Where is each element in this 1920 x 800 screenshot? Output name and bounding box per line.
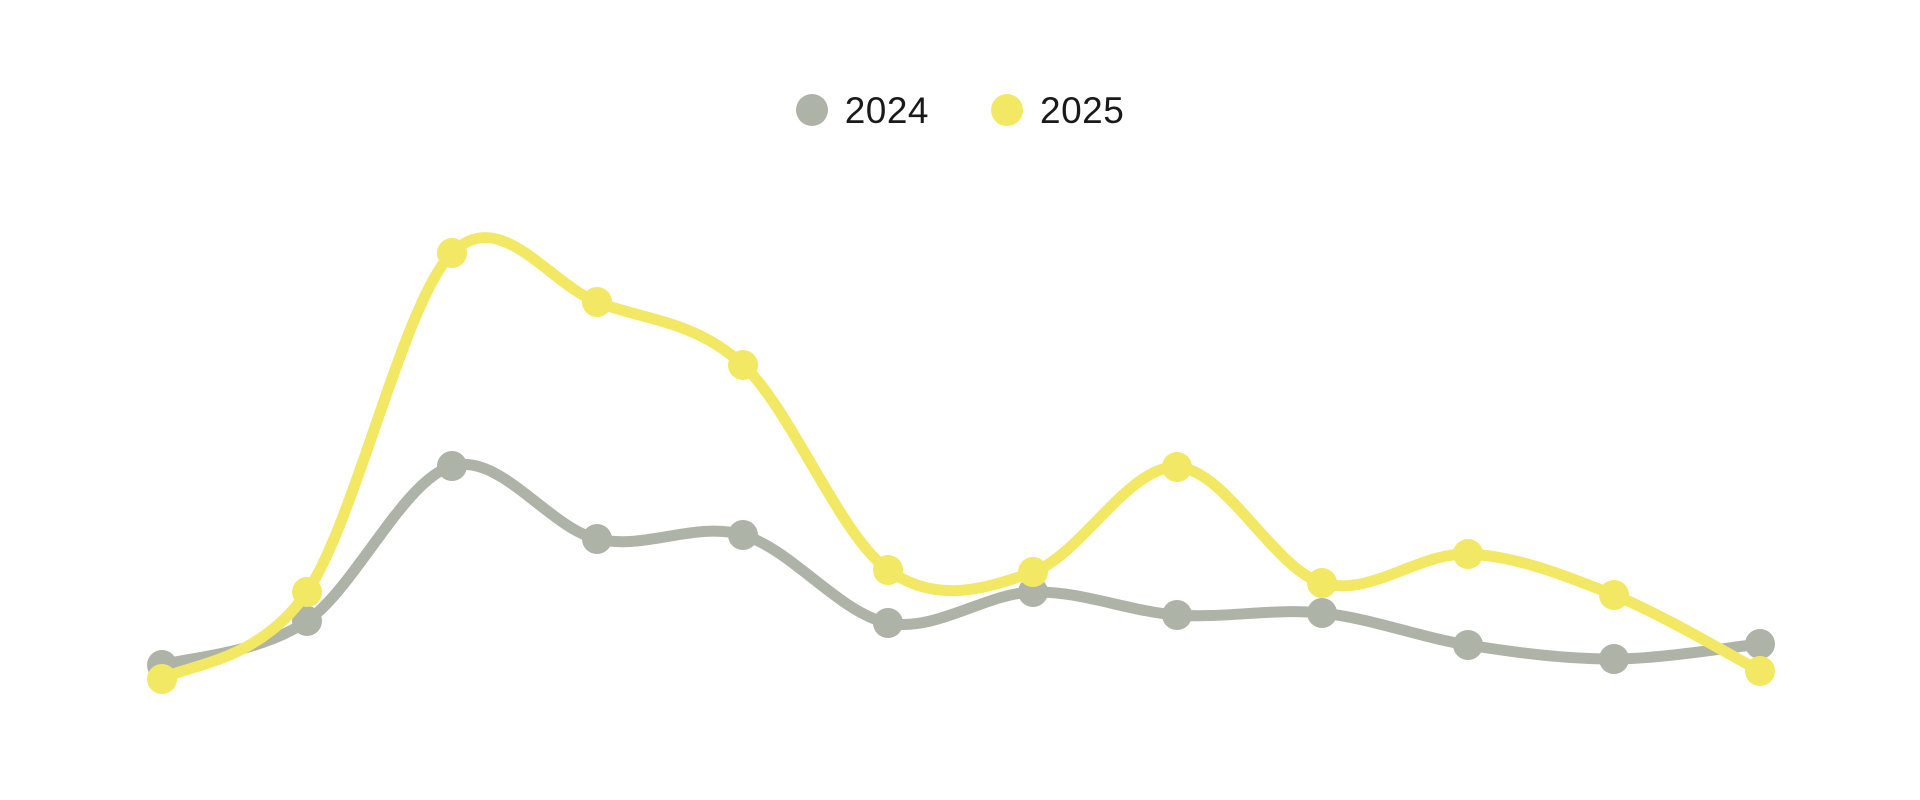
data-point-2025-2[interactable] xyxy=(292,577,322,607)
legend-marker-2025-icon xyxy=(991,93,1023,126)
data-point-2024-10[interactable] xyxy=(1453,630,1483,660)
data-point-2025-6[interactable] xyxy=(873,555,903,585)
legend-marker-2024-icon xyxy=(795,93,828,126)
data-point-2024-11[interactable] xyxy=(1599,644,1629,674)
data-point-2024-3[interactable] xyxy=(437,451,467,481)
data-point-2024-8[interactable] xyxy=(1162,600,1192,630)
data-point-2025-7[interactable] xyxy=(1018,557,1048,587)
data-point-2025-12[interactable] xyxy=(1745,656,1775,686)
data-point-2025-1[interactable] xyxy=(147,664,177,694)
data-point-2024-5[interactable] xyxy=(728,520,758,550)
legend-item-2025[interactable]: 2025 xyxy=(991,90,1124,129)
data-point-2024-6[interactable] xyxy=(873,608,903,638)
legend-label-2025: 2025 xyxy=(1040,90,1125,131)
legend-item-2024[interactable]: 2024 xyxy=(795,90,929,131)
data-point-2024-9[interactable] xyxy=(1307,598,1337,628)
data-point-2025-8[interactable] xyxy=(1162,452,1192,482)
data-point-2025-3[interactable] xyxy=(437,238,467,268)
data-point-2024-12[interactable] xyxy=(1745,629,1775,659)
legend-label-2024: 2024 xyxy=(844,90,929,131)
data-point-2025-10[interactable] xyxy=(1453,539,1483,569)
data-point-2025-4[interactable] xyxy=(582,287,612,317)
legend: 2024 2025 xyxy=(0,90,1920,129)
data-point-2025-5[interactable] xyxy=(728,350,758,380)
data-point-2025-11[interactable] xyxy=(1599,580,1629,610)
data-point-2024-2[interactable] xyxy=(292,606,322,636)
data-point-2025-9[interactable] xyxy=(1307,568,1337,598)
data-point-2024-4[interactable] xyxy=(582,524,612,554)
